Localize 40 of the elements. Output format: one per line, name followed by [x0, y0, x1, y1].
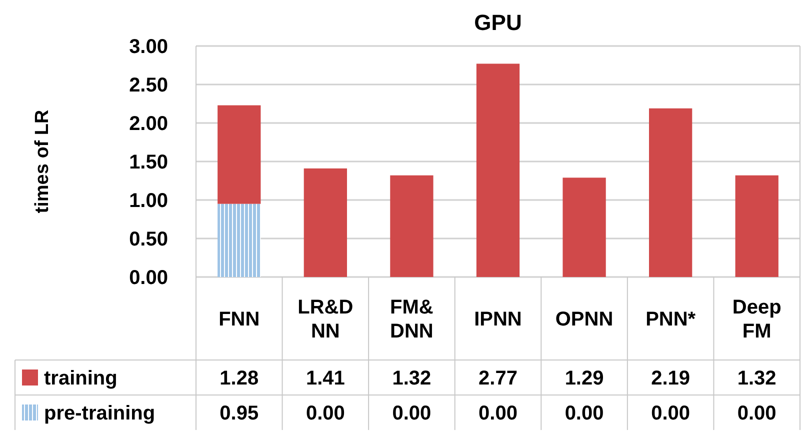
bar [562, 178, 606, 277]
y-axis-title: times of LR [32, 109, 53, 214]
x-tick-label: IPNN [474, 308, 522, 330]
data-label: 0.95 [220, 402, 259, 424]
x-tick-label: PNN* [646, 308, 696, 330]
data-label: 2.19 [651, 368, 690, 390]
data-label: 2.77 [478, 368, 518, 390]
y-tick-label: 1.00 [129, 190, 168, 212]
y-tick-label: 2.50 [129, 74, 168, 96]
x-tick-label: Deep FM [732, 296, 782, 342]
x-tick-label: LR&D NN [298, 296, 354, 342]
data-label: 0.00 [737, 402, 776, 424]
y-tick-label: 2.00 [129, 113, 168, 135]
bar [218, 204, 261, 277]
x-tick-label: FNN [218, 308, 260, 330]
bar [735, 175, 778, 277]
y-tick-label: 0.50 [129, 228, 168, 250]
bar [390, 175, 434, 277]
data-label: 0.00 [478, 402, 518, 424]
data-label: 0.00 [564, 402, 604, 424]
bar [649, 108, 692, 277]
data-label: 1.28 [220, 368, 259, 390]
y-tick-label: 3.00 [129, 36, 168, 58]
y-tick-label: 1.50 [129, 152, 168, 174]
data-label: 0.00 [392, 402, 432, 424]
data-label: 1.41 [306, 368, 345, 390]
legend-label: training [44, 368, 118, 390]
data-label: 0.00 [306, 402, 345, 424]
chart-title: GPU [474, 10, 522, 35]
data-label: 1.32 [392, 368, 432, 390]
data-label: 1.29 [564, 368, 604, 390]
x-tick-label: OPNN [555, 308, 614, 330]
bar [476, 64, 520, 277]
legend-label: pre-training [44, 402, 156, 424]
y-tick-label: 0.00 [129, 267, 168, 289]
data-label: 1.32 [737, 368, 776, 390]
data-label: 0.00 [651, 402, 690, 424]
bar [304, 168, 347, 277]
x-tick-label: FM& DNN [390, 296, 434, 342]
bar [218, 105, 261, 204]
